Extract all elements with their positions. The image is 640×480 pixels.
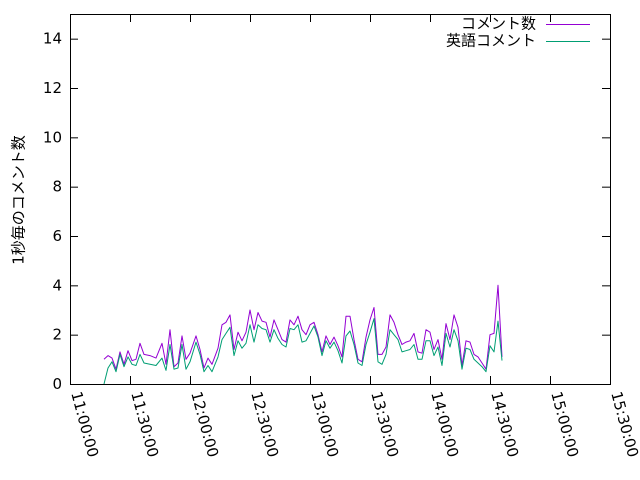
- y-tick-label: 8: [52, 178, 62, 196]
- series-line-2: [103, 318, 503, 385]
- y-axis: 0 2 4 6 8 10 12 14: [43, 30, 610, 393]
- legend-label-1: コメント数: [461, 15, 536, 33]
- y-tick-label: 6: [52, 227, 62, 245]
- y-tick-label: 10: [43, 128, 62, 146]
- y-axis-label: 1秒毎のコメント数: [10, 135, 28, 265]
- y-tick-label: 0: [52, 375, 62, 393]
- y-tick-label: 12: [43, 79, 62, 97]
- plot-area: [70, 14, 611, 385]
- series-lines: [103, 284, 503, 385]
- series-line-1: [103, 284, 503, 370]
- y-tick-label: 4: [52, 276, 62, 294]
- y-tick-label: 14: [43, 30, 62, 48]
- legend-label-2: 英語コメント: [446, 32, 536, 50]
- y-tick-label: 2: [52, 326, 62, 344]
